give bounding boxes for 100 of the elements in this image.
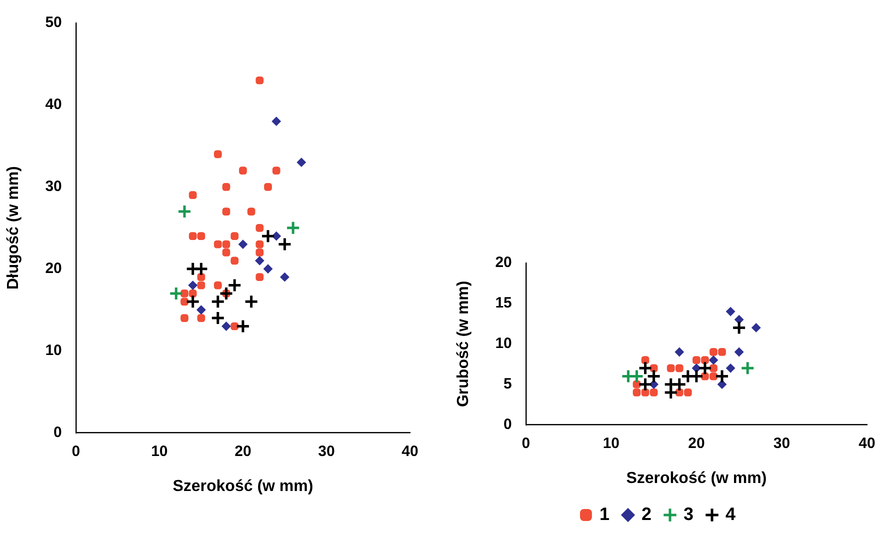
point (641, 388, 650, 396)
point (222, 240, 230, 248)
legend-label: 4 (726, 504, 736, 524)
point (692, 356, 700, 364)
y-tick-label: 10 (45, 342, 62, 359)
point (718, 348, 726, 356)
point (256, 240, 264, 248)
point (230, 232, 239, 240)
point (222, 182, 230, 191)
point (188, 280, 198, 290)
point (180, 314, 188, 322)
y-tick-label: 30 (45, 178, 62, 196)
point (218, 286, 234, 301)
point (230, 256, 239, 265)
point (197, 273, 206, 282)
x-axis-title: Szerokość (w mm) (172, 478, 314, 495)
legend-label: 1 (599, 504, 610, 524)
x-tick-label: 40 (402, 442, 418, 460)
point (632, 388, 641, 396)
point (222, 248, 230, 256)
point (188, 232, 197, 240)
x-tick-label: 20 (234, 442, 252, 460)
point (710, 348, 718, 356)
point (752, 323, 761, 332)
point (264, 182, 272, 191)
point (214, 150, 222, 158)
point (238, 240, 248, 249)
y-tick-label: 0 (54, 424, 62, 441)
point (296, 158, 306, 167)
point (222, 208, 230, 216)
point (272, 166, 280, 174)
point (196, 305, 206, 314)
point (236, 319, 250, 334)
point (280, 272, 290, 282)
legend-label: 2 (641, 504, 652, 524)
x-tick-label: 10 (602, 434, 620, 452)
x-tick-label: 30 (773, 434, 790, 452)
x-tick-label: 40 (858, 434, 876, 452)
point (239, 166, 247, 174)
point (277, 237, 292, 252)
point (709, 356, 718, 365)
point (732, 320, 746, 335)
point (256, 224, 264, 232)
point (740, 360, 755, 376)
x-tick-label: 0 (72, 442, 80, 460)
point (180, 290, 188, 298)
point (188, 191, 197, 200)
x-axis-title: Szerokość (w mm) (626, 470, 767, 487)
point (244, 294, 259, 309)
point (286, 220, 300, 236)
point (197, 232, 206, 240)
point (674, 347, 684, 356)
point (710, 364, 718, 372)
point (255, 256, 264, 266)
point (710, 372, 718, 380)
point (188, 290, 197, 298)
point (180, 298, 188, 306)
point (256, 76, 264, 84)
point (701, 356, 709, 364)
point (222, 322, 231, 331)
y-axis-title: Długość (w mm) (5, 166, 22, 290)
point (227, 278, 242, 293)
point (210, 294, 226, 309)
point (734, 347, 744, 356)
y-tick-label: 0 (504, 416, 512, 433)
y-axis-title: Grubość (w mm) (455, 280, 472, 408)
x-tick-label: 10 (151, 442, 168, 460)
x-tick-label: 20 (688, 434, 705, 452)
y-tick-label: 50 (45, 14, 62, 32)
x-tick-label: 0 (522, 434, 530, 452)
point (197, 281, 206, 290)
point (666, 364, 675, 372)
point (638, 377, 653, 392)
y-tick-label: 10 (495, 335, 512, 352)
point (214, 281, 222, 290)
point (675, 364, 684, 372)
point (177, 204, 192, 219)
y-tick-label: 20 (45, 260, 62, 278)
y-tick-label: 20 (495, 254, 512, 272)
point (684, 388, 692, 396)
point (194, 262, 208, 276)
point (210, 310, 226, 326)
point (714, 369, 730, 384)
point (186, 294, 200, 309)
point (197, 314, 206, 322)
point (256, 273, 264, 282)
y-tick-label: 5 (504, 375, 512, 392)
point (698, 360, 712, 376)
point (260, 228, 276, 244)
point (256, 248, 264, 256)
point (247, 208, 256, 216)
point (664, 385, 678, 400)
point (650, 388, 658, 396)
x-tick-label: 30 (318, 442, 335, 460)
y-tick-label: 15 (495, 294, 512, 312)
legend-label: 3 (684, 504, 694, 524)
point (726, 307, 736, 316)
point (230, 322, 239, 330)
point (214, 240, 222, 248)
point (272, 232, 281, 241)
